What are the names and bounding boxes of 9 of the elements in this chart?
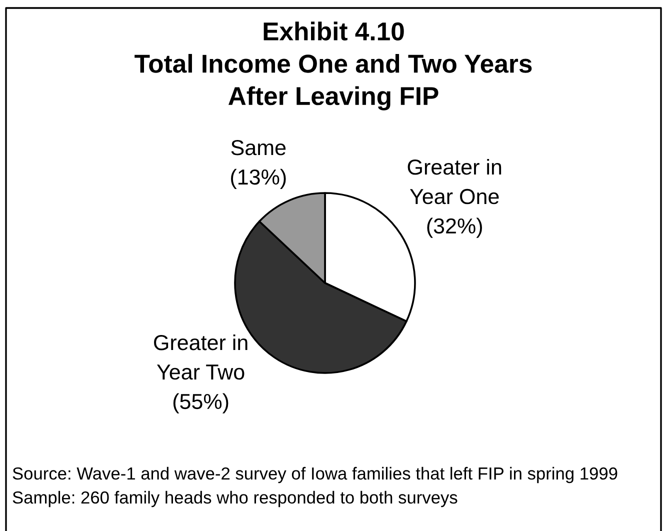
slice-label: Greater in Year Two — [154, 334, 248, 380]
chart-title: Exhibit 4.10 Total Income One and Two Years After Leaving FIP — [134, 22, 532, 110]
data-label: (13%) — [231, 168, 286, 189]
slice-label: Same — [231, 140, 286, 156]
source-note: Source: Wave-1 and wave-2 survey of Iowa families that left FIP in spring 1999 — [12, 466, 618, 484]
text: Sample: 260 family heads who responded to both surveys — [12, 490, 458, 508]
data-label: (32%) — [427, 218, 482, 238]
slice-label: Greater in Year One — [408, 158, 502, 204]
data-label: (55%) — [173, 393, 228, 414]
